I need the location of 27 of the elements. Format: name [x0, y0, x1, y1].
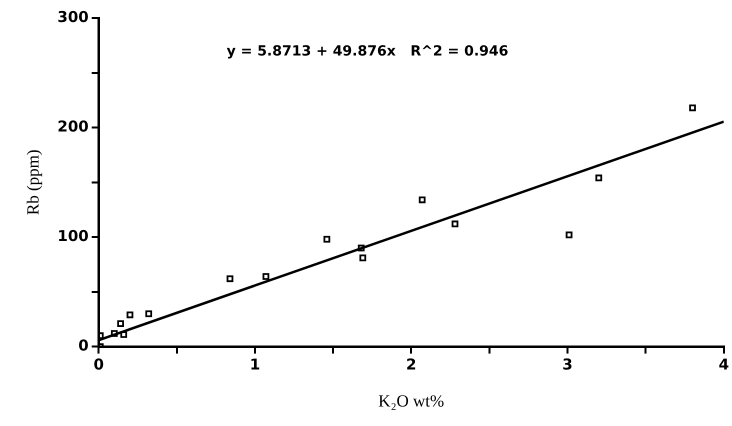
point	[566, 232, 572, 238]
y-tick-label: 200	[57, 117, 89, 136]
x-tick-label: 4	[718, 355, 729, 374]
point	[689, 104, 696, 112]
point	[110, 330, 118, 337]
x-tick-label: 1	[250, 355, 260, 374]
point	[323, 236, 330, 243]
point	[595, 174, 602, 182]
x-tick-label: 0	[93, 355, 104, 374]
point	[452, 220, 458, 228]
y-tick-label: 300	[57, 8, 89, 26]
y-axis-title: Rb (ppm)	[24, 149, 43, 216]
point	[359, 254, 366, 262]
point	[120, 331, 128, 338]
annotation: y = 5.8713 + 49.876x R^2 = 0.946	[226, 44, 508, 60]
point	[145, 310, 152, 318]
x-tick-label: 3	[562, 355, 573, 374]
x-axis-title: K₂O wt%	[378, 391, 444, 410]
point	[418, 196, 426, 204]
point	[126, 311, 134, 318]
point	[262, 273, 270, 280]
point	[226, 275, 234, 282]
x-tick-label: 2	[406, 355, 416, 374]
point	[117, 320, 124, 327]
y-tick-label: 0	[78, 336, 89, 354]
point	[358, 244, 365, 252]
y-tick-label: 100	[57, 226, 89, 245]
